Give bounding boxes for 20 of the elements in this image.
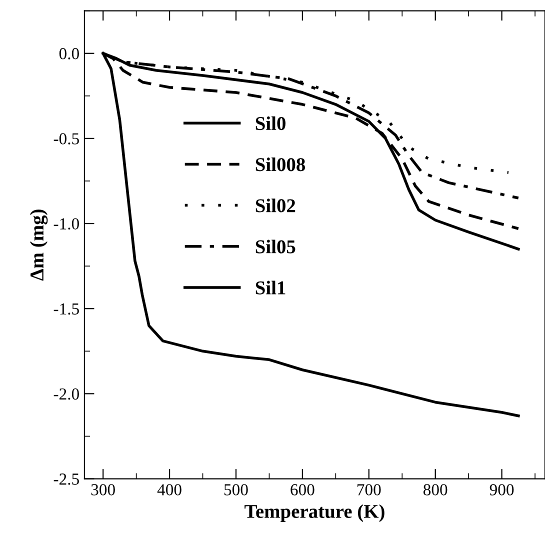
x-tick-label: 900 [490,484,514,496]
y-tick-label: -2.0 [54,388,79,400]
x-tick-label: 300 [91,484,115,496]
y-tick-label: -0.5 [54,133,79,144]
legend-label: Sil0 [256,116,286,130]
y-tick-label: -2.5 [54,474,79,485]
legend-label: Sil008 [256,158,306,172]
x-tick-label: 400 [157,484,182,496]
y-tick-label: -1.5 [54,303,79,315]
y-tick-label: 0.0 [59,48,79,60]
x-axis-title: Temperature (K) [244,504,384,522]
x-tick-label: 600 [290,484,314,496]
legend-label: Sil05 [256,240,296,254]
x-tick-label: 800 [423,484,448,496]
legend-label: Sil1 [256,280,286,294]
y-tick-label: -1.0 [54,218,79,230]
legend-label: Sil02 [256,198,296,212]
x-tick-label: 500 [224,484,248,496]
y-axis-title: Δm (mg) [30,210,48,281]
x-tick-label: 700 [357,484,381,496]
